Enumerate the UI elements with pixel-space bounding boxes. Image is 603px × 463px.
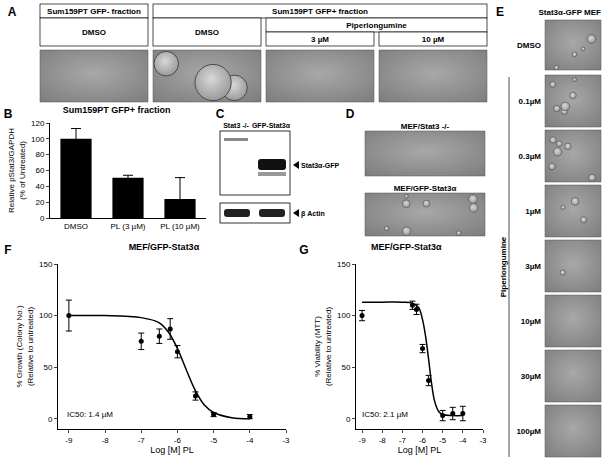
svg-text:-5: -5 (210, 436, 218, 445)
svg-text:Stat3α-GFP: Stat3α-GFP (301, 162, 339, 169)
svg-text:1µM: 1µM (525, 207, 541, 216)
svg-text:MEF/Stat3 -/-: MEF/Stat3 -/- (401, 122, 450, 131)
svg-text:40: 40 (35, 182, 44, 191)
svg-text:F: F (4, 243, 11, 257)
svg-text:100µM: 100µM (516, 427, 541, 436)
svg-text:-3: -3 (282, 436, 290, 445)
svg-text:B: B (4, 107, 13, 121)
svg-text:-5: -5 (439, 436, 447, 445)
svg-text:GFP-Stat3α: GFP-Stat3α (252, 122, 291, 129)
svg-text:150: 150 (337, 260, 351, 269)
svg-text:IC50: 2.1 µM: IC50: 2.1 µM (362, 410, 408, 419)
svg-text:100: 100 (39, 311, 53, 320)
svg-text:60: 60 (35, 166, 44, 175)
svg-text:-6: -6 (419, 436, 427, 445)
svg-text:3µM: 3µM (525, 262, 541, 271)
svg-text:Piperlongumine: Piperlongumine (346, 21, 407, 30)
svg-text:MEF/GFP-Stat3α: MEF/GFP-Stat3α (129, 242, 200, 252)
svg-text:10 µM: 10 µM (422, 35, 445, 44)
svg-text:0: 0 (346, 414, 351, 423)
svg-text:-9: -9 (65, 436, 73, 445)
svg-text:MEF/GFP-Stat3α: MEF/GFP-Stat3α (394, 184, 457, 193)
svg-text:Sum159PT GFP+ fraction: Sum159PT GFP+ fraction (272, 7, 368, 16)
svg-text:MEF/GFP-Stat3α: MEF/GFP-Stat3α (371, 242, 442, 252)
svg-text:Log [M] PL: Log [M] PL (150, 445, 194, 455)
svg-text:% Viability (MTT)(Relative to: % Viability (MTT)(Relative to untreated) (313, 307, 332, 386)
svg-text:20: 20 (35, 198, 44, 207)
svg-text:-6: -6 (174, 436, 182, 445)
svg-text:β Actin: β Actin (301, 210, 325, 218)
svg-text:120: 120 (31, 119, 45, 128)
svg-text:0: 0 (48, 414, 53, 423)
svg-text:0.3µM: 0.3µM (519, 152, 542, 161)
svg-text:Relative pStat3/GAPDH(% of Unt: Relative pStat3/GAPDH(% of Untreated) (7, 128, 26, 213)
svg-text:Sum159PT GFP- fraction: Sum159PT GFP- fraction (47, 7, 141, 16)
svg-text:50: 50 (43, 363, 52, 372)
svg-text:-7: -7 (399, 436, 407, 445)
svg-text:-8: -8 (101, 436, 109, 445)
svg-text:PL (3 µM): PL (3 µM) (111, 222, 146, 231)
svg-text:G: G (299, 243, 308, 257)
svg-text:Piperlongumine: Piperlongumine (499, 236, 508, 297)
svg-text:DMSO: DMSO (64, 222, 88, 231)
svg-text:30µM: 30µM (521, 372, 542, 381)
svg-text:-4: -4 (459, 436, 467, 445)
svg-text:50: 50 (341, 363, 350, 372)
svg-text:-8: -8 (379, 436, 387, 445)
svg-text:C: C (216, 107, 225, 121)
svg-text:Stat3α-GFP MEF: Stat3α-GFP MEF (538, 8, 601, 17)
svg-text:DMSO: DMSO (517, 41, 541, 50)
svg-text:150: 150 (39, 260, 53, 269)
svg-text:100: 100 (31, 135, 45, 144)
svg-text:E: E (496, 5, 504, 19)
svg-text:10µM: 10µM (521, 317, 542, 326)
svg-text:100: 100 (337, 311, 351, 320)
svg-text:PL (10 µM): PL (10 µM) (160, 222, 200, 231)
svg-text:IC50: 1.4 µM: IC50: 1.4 µM (67, 410, 113, 419)
svg-text:Log [M] PL: Log [M] PL (398, 445, 442, 455)
svg-text:% Growth (Colony No.)(Relative: % Growth (Colony No.)(Relative to untrea… (15, 305, 34, 388)
svg-text:0.1µM: 0.1µM (519, 97, 542, 106)
svg-text:A: A (8, 5, 17, 19)
svg-text:DMSO: DMSO (195, 28, 219, 37)
svg-text:-7: -7 (138, 436, 146, 445)
svg-text:Sum159PT GFP+ fraction: Sum159PT GFP+ fraction (63, 105, 171, 115)
svg-text:Stat3 -/-: Stat3 -/- (223, 122, 249, 129)
svg-text:DMSO: DMSO (82, 28, 106, 37)
svg-text:80: 80 (35, 150, 44, 159)
svg-text:-4: -4 (246, 436, 254, 445)
svg-text:0: 0 (40, 214, 45, 223)
svg-text:-9: -9 (358, 436, 366, 445)
svg-text:3 µM: 3 µM (311, 35, 329, 44)
svg-text:D: D (346, 107, 355, 121)
svg-text:-3: -3 (479, 436, 487, 445)
